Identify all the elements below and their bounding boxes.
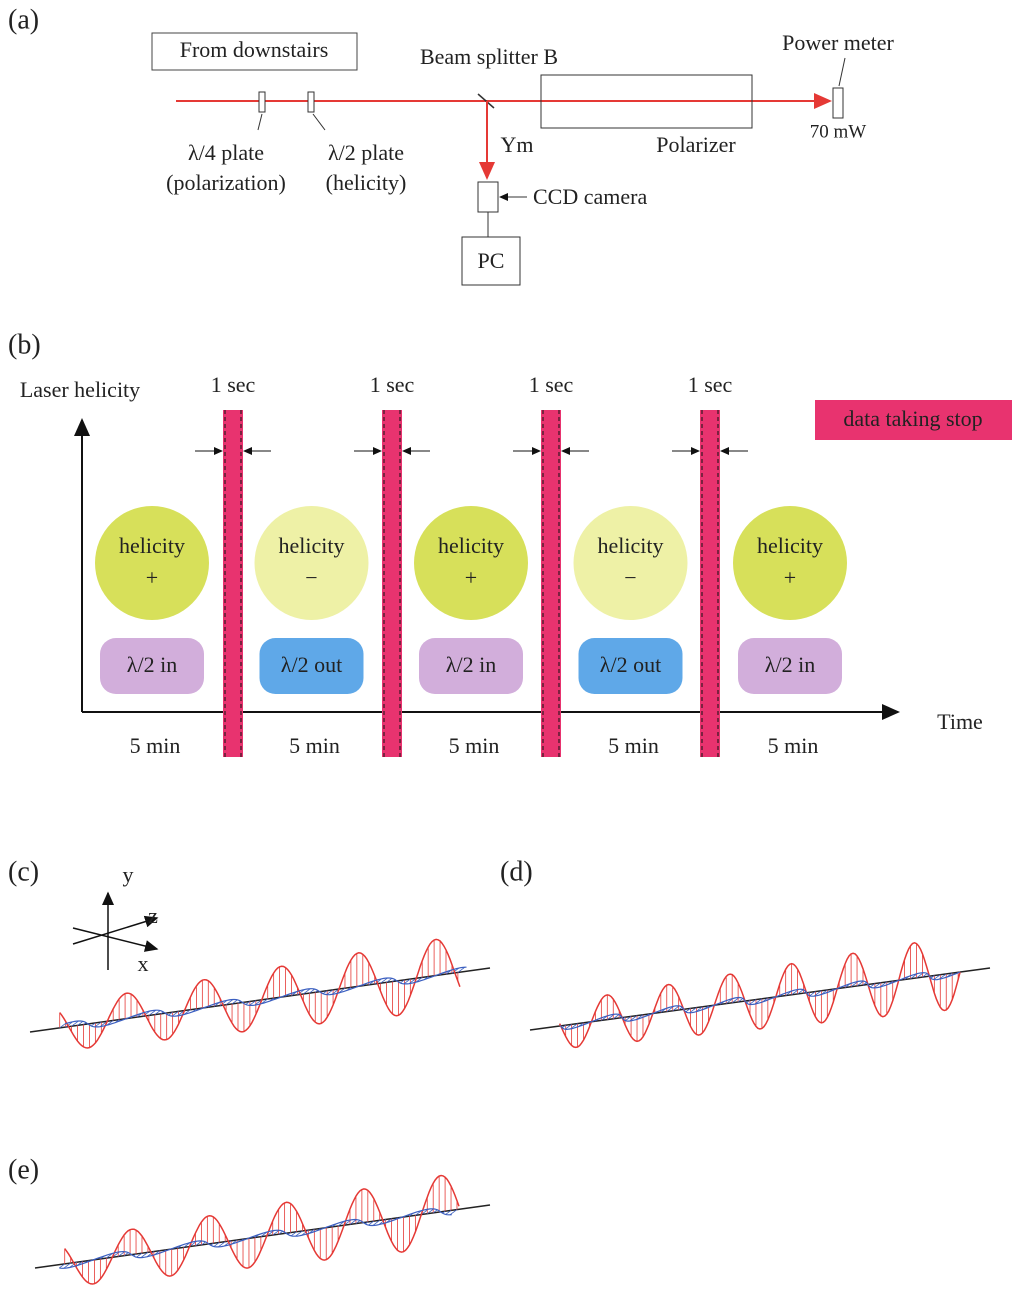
axis-y-label: y: [123, 862, 134, 887]
legend-label: data taking stop: [843, 406, 982, 431]
quarter-plate-label: λ/4 plate: [188, 140, 264, 165]
axis-x-label: x: [138, 951, 149, 976]
x-axis-label: Time: [937, 709, 983, 734]
stop-bar: [223, 410, 243, 757]
stop-bar: [382, 410, 402, 757]
duration-label: 5 min: [449, 733, 500, 758]
ccd-camera: [478, 182, 498, 212]
panel-label: (e): [8, 1154, 39, 1185]
gap-label: 1 sec: [211, 372, 256, 397]
power-meter-label: Power meter: [782, 30, 894, 55]
source-label: From downstairs: [180, 37, 329, 62]
helicity-label: helicity: [598, 533, 664, 558]
quarter-plate: [259, 92, 265, 112]
pointer: [313, 114, 325, 130]
pointer: [839, 58, 845, 86]
ccd-label: CCD camera: [533, 184, 647, 209]
e-field-wave: [65, 1176, 459, 1285]
ym-label: Ym: [501, 132, 534, 157]
plate-label: λ/2 in: [765, 652, 815, 677]
plate-label: λ/2 in: [446, 652, 496, 677]
propagation-axis: [30, 968, 490, 1032]
gap-label: 1 sec: [529, 372, 574, 397]
pc-label: PC: [478, 248, 505, 273]
half-plate-label: λ/2 plate: [328, 140, 404, 165]
propagation-axis: [530, 968, 990, 1030]
helicity-circle: [414, 506, 528, 620]
helicity-circle: [574, 506, 688, 620]
stop-bar: [541, 410, 561, 757]
plate-label: λ/2 in: [127, 652, 177, 677]
splitter-label: Beam splitter B: [420, 44, 558, 69]
helicity-label: helicity: [279, 533, 345, 558]
helicity-sign: +: [146, 565, 158, 590]
wave-panels: (c) (d) (e) y z x: [8, 856, 990, 1284]
gap-label: 1 sec: [370, 372, 415, 397]
gap-label: 1 sec: [688, 372, 733, 397]
plate-label: λ/2 out: [600, 652, 661, 677]
helicity-label: helicity: [438, 533, 504, 558]
helicity-circle: [95, 506, 209, 620]
quarter-plate-label: (polarization): [166, 170, 286, 195]
panel-label: (c): [8, 856, 39, 887]
duration-label: 5 min: [130, 733, 181, 758]
half-plate-label: (helicity): [326, 170, 407, 195]
panel-b: (b) Laser helicity Time data taking stop…: [8, 329, 1012, 758]
stop-bar: [700, 410, 720, 757]
half-plate: [308, 92, 314, 112]
helicity-circle: [255, 506, 369, 620]
duration-label: 5 min: [768, 733, 819, 758]
helicity-sign: −: [624, 565, 636, 590]
helicity-sign: +: [465, 565, 477, 590]
helicity-circle: [733, 506, 847, 620]
e-field-wave: [60, 939, 460, 1048]
panel-label: (d): [500, 856, 533, 887]
axis-z-label: z: [148, 903, 158, 928]
polarizer-label: Polarizer: [656, 132, 736, 157]
helicity-sign: +: [784, 565, 796, 590]
power-label: 70 mW: [810, 121, 867, 142]
panel-label: (b): [8, 329, 41, 360]
helicity-label: helicity: [119, 533, 185, 558]
duration-label: 5 min: [608, 733, 659, 758]
y-axis-label: Laser helicity: [20, 377, 140, 402]
panel-label: (a): [8, 4, 39, 35]
panel-a: (a) From downstairs λ/4 plate (polarizat…: [8, 4, 895, 285]
helicity-label: helicity: [757, 533, 823, 558]
figure: (a) From downstairs λ/4 plate (polarizat…: [0, 0, 1012, 1289]
power-meter: [833, 88, 843, 118]
pointer: [258, 114, 262, 130]
e-field-wave: [560, 943, 960, 1048]
duration-label: 5 min: [289, 733, 340, 758]
plate-label: λ/2 out: [281, 652, 342, 677]
helicity-sign: −: [305, 565, 317, 590]
